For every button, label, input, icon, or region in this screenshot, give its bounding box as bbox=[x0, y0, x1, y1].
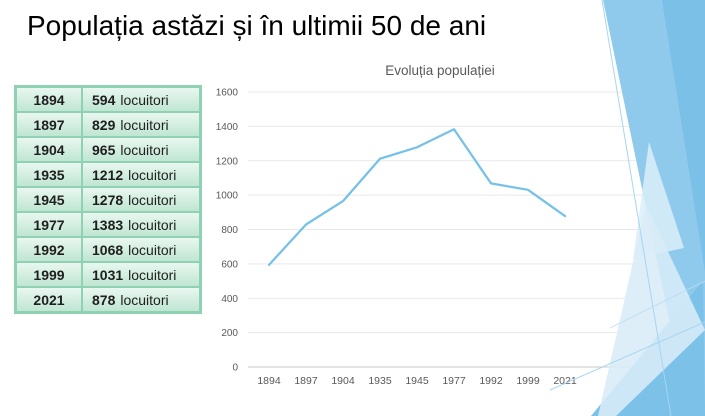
y-axis-tick-label: 200 bbox=[221, 328, 238, 339]
population-count: 1212 bbox=[92, 166, 124, 183]
table-cell-population: 1031 locuitori bbox=[83, 263, 199, 286]
table-cell-population: 1278 locuitori bbox=[83, 188, 199, 211]
y-axis-tick-label: 0 bbox=[232, 363, 238, 374]
x-axis-tick-label: 2021 bbox=[553, 375, 577, 387]
population-count: 878 bbox=[92, 291, 116, 308]
table-cell-population: 594 locuitori bbox=[83, 88, 199, 111]
table-row: 1977 1383 locuitori bbox=[17, 213, 199, 236]
x-axis-tick-label: 1977 bbox=[442, 375, 466, 387]
slide-title: Populația astăzi și în ultimii 50 de ani bbox=[27, 10, 487, 41]
y-axis-tick-label: 400 bbox=[221, 294, 238, 305]
population-count: 594 bbox=[92, 91, 116, 108]
x-axis-tick-label: 1904 bbox=[331, 375, 355, 387]
x-axis-tick-label: 1935 bbox=[368, 375, 392, 387]
population-count: 829 bbox=[92, 116, 116, 133]
table-row: 1945 1278 locuitori bbox=[17, 188, 199, 211]
population-unit: locuitori bbox=[128, 166, 177, 183]
table-cell-year: 1935 bbox=[17, 163, 81, 186]
y-axis-tick-label: 600 bbox=[221, 259, 238, 270]
y-axis-tick-label: 1000 bbox=[216, 191, 239, 202]
table-cell-population: 878 locuitori bbox=[83, 288, 199, 311]
y-axis-tick-label: 1600 bbox=[216, 88, 239, 99]
y-axis-tick-label: 1200 bbox=[216, 156, 239, 167]
population-count: 1278 bbox=[92, 191, 124, 208]
population-unit: locuitori bbox=[128, 241, 177, 258]
population-data-line bbox=[267, 128, 567, 267]
table-cell-year: 1897 bbox=[17, 113, 81, 136]
table-cell-population: 1212 locuitori bbox=[83, 163, 199, 186]
population-unit: locuitori bbox=[120, 141, 169, 158]
population-table: 1894 594 locuitori 1897 829 locuitori 1904 965 l… bbox=[14, 85, 202, 314]
x-axis-tick-label: 1945 bbox=[405, 375, 429, 387]
table-row: 2021 878 locuitori bbox=[17, 288, 199, 311]
table-cell-year: 1945 bbox=[17, 188, 81, 211]
y-axis-tick-label: 1400 bbox=[216, 122, 239, 133]
table-cell-year: 1999 bbox=[17, 263, 81, 286]
y-axis-tick-label: 800 bbox=[221, 225, 238, 236]
table-row: 1897 829 locuitori bbox=[17, 113, 199, 136]
table-row: 1999 1031 locuitori bbox=[17, 263, 199, 286]
table-row: 1894 594 locuitori bbox=[17, 88, 199, 111]
population-unit: locuitori bbox=[120, 91, 169, 108]
chart-title: Evoluția populației bbox=[385, 63, 495, 78]
population-count: 1068 bbox=[92, 241, 124, 258]
population-unit: locuitori bbox=[128, 216, 177, 233]
table-cell-population: 829 locuitori bbox=[83, 113, 199, 136]
x-axis-tick-label: 1992 bbox=[479, 375, 503, 387]
x-axis-tick-label: 1894 bbox=[257, 375, 281, 387]
population-count: 965 bbox=[92, 141, 116, 158]
population-unit: locuitori bbox=[128, 191, 177, 208]
population-count: 1031 bbox=[92, 266, 124, 283]
table-cell-population: 1068 locuitori bbox=[83, 238, 199, 261]
table-row: 1992 1068 locuitori bbox=[17, 238, 199, 261]
table-row: 1904 965 locuitori bbox=[17, 138, 199, 161]
population-unit: locuitori bbox=[120, 116, 169, 133]
table-cell-year: 2021 bbox=[17, 288, 81, 311]
table-cell-population: 965 locuitori bbox=[83, 138, 199, 161]
table-row: 1935 1212 locuitori bbox=[17, 163, 199, 186]
x-axis-tick-label: 1999 bbox=[516, 375, 540, 387]
table-cell-year: 1894 bbox=[17, 88, 81, 111]
population-unit: locuitori bbox=[120, 291, 169, 308]
table-cell-year: 1992 bbox=[17, 238, 81, 261]
table-cell-population: 1383 locuitori bbox=[83, 213, 199, 236]
population-count: 1383 bbox=[92, 216, 124, 233]
x-axis-tick-label: 1897 bbox=[294, 375, 318, 387]
table-cell-year: 1977 bbox=[17, 213, 81, 236]
population-unit: locuitori bbox=[128, 266, 177, 283]
table-cell-year: 1904 bbox=[17, 138, 81, 161]
